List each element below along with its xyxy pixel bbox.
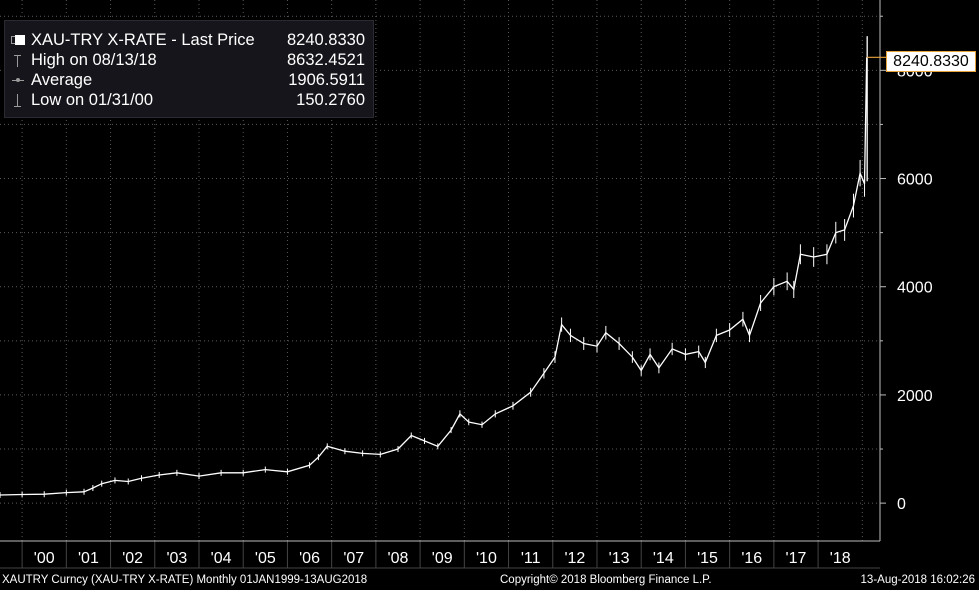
legend-label-average: Average [31,71,93,89]
high-marker-icon [11,52,25,68]
footer-timestamp: 13-Aug-2018 16:02:26 [860,574,975,586]
x-tick-label: '17 [786,550,807,567]
average-marker-icon [11,72,25,88]
x-tick-label: '18 [830,550,851,567]
x-tick-label: '04 [211,550,232,567]
legend-box: XAU-TRY X-RATE - Last Price 8240.8330 Hi… [4,20,374,118]
x-tick-label: '05 [255,550,276,567]
y-tick-label: 2000 [897,388,933,405]
x-tick-label: '12 [564,550,585,567]
x-tick-label: '02 [122,550,143,567]
x-tick-label: '15 [697,550,718,567]
legend-row-high: High on 08/13/18 8632.4521 [11,50,365,70]
low-marker-icon [11,92,25,108]
legend-label-last-price: XAU-TRY X-RATE - Last Price [31,31,255,49]
legend-label-high: High on 08/13/18 [31,51,157,69]
legend-value-average: 1906.5911 [288,71,365,89]
legend-label-low: Low on 01/31/00 [31,91,154,109]
x-tick-label: '06 [299,550,320,567]
legend-value-low: 150.2760 [296,91,365,109]
x-tick-label: '01 [78,550,99,567]
legend-row-low: Low on 01/31/00 150.2760 [11,90,365,110]
x-tick-label: '00 [34,550,55,567]
x-tick-label: '14 [653,550,674,567]
axes: 02000400060008000'00'01'02'03'04'05'06'0… [0,0,933,569]
x-tick-label: '07 [343,550,364,567]
x-tick-label: '08 [388,550,409,567]
y-tick-label: 0 [897,496,906,513]
last-price-tag: 8240.8330 [886,51,976,72]
x-tick-label: '13 [609,550,630,567]
footer-copyright: Copyright© 2018 Bloomberg Finance L.P. [500,574,712,586]
series-layer [0,36,886,499]
y-tick-label: 4000 [897,280,933,297]
x-tick-label: '03 [166,550,187,567]
x-tick-label: '16 [741,550,762,567]
x-tick-label: '10 [476,550,497,567]
legend-value-high: 8632.4521 [287,51,365,69]
price-series-line [0,57,868,496]
legend-row-last-price: XAU-TRY X-RATE - Last Price 8240.8330 [11,30,365,50]
legend-row-average: Average 1906.5911 [11,70,365,90]
x-tick-label: '09 [432,550,453,567]
legend-value-last-price: 8240.8330 [287,31,365,49]
footer-security-info: XAUTRY Curncy (XAU-TRY X-RATE) Monthly 0… [2,574,368,586]
x-tick-label: '11 [521,550,541,567]
grid-lines [0,0,880,541]
y-tick-label: 6000 [897,172,933,189]
white-square-icon [11,32,25,48]
